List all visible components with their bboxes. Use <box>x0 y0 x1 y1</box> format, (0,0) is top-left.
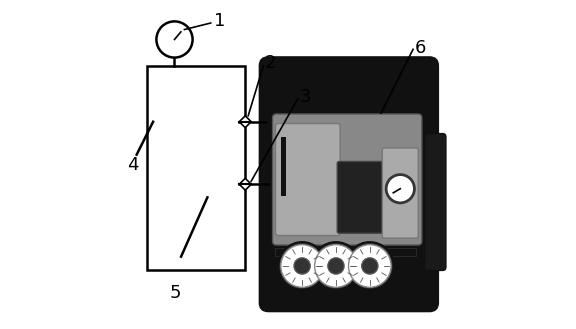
Circle shape <box>348 245 391 287</box>
Circle shape <box>312 242 360 290</box>
Circle shape <box>157 21 192 58</box>
Text: 3: 3 <box>300 88 311 106</box>
Circle shape <box>294 258 310 274</box>
Circle shape <box>362 258 378 274</box>
Circle shape <box>346 242 394 290</box>
Circle shape <box>278 242 326 290</box>
FancyBboxPatch shape <box>268 65 426 137</box>
Circle shape <box>387 175 414 202</box>
Circle shape <box>385 174 415 204</box>
Text: 5: 5 <box>169 284 181 302</box>
Text: 1: 1 <box>214 13 225 30</box>
Polygon shape <box>239 178 251 190</box>
FancyBboxPatch shape <box>260 58 438 311</box>
Text: 2: 2 <box>265 54 276 71</box>
Bar <box>146 66 245 270</box>
FancyBboxPatch shape <box>275 123 340 236</box>
Circle shape <box>314 245 357 287</box>
Circle shape <box>281 245 324 287</box>
FancyBboxPatch shape <box>425 134 446 270</box>
Circle shape <box>328 258 344 274</box>
Text: 6: 6 <box>415 39 426 57</box>
FancyBboxPatch shape <box>272 114 422 245</box>
Polygon shape <box>239 116 251 128</box>
FancyBboxPatch shape <box>382 148 418 238</box>
Text: 4: 4 <box>127 156 138 173</box>
Bar <box>275 248 416 256</box>
Bar <box>282 137 286 195</box>
FancyBboxPatch shape <box>337 162 384 233</box>
